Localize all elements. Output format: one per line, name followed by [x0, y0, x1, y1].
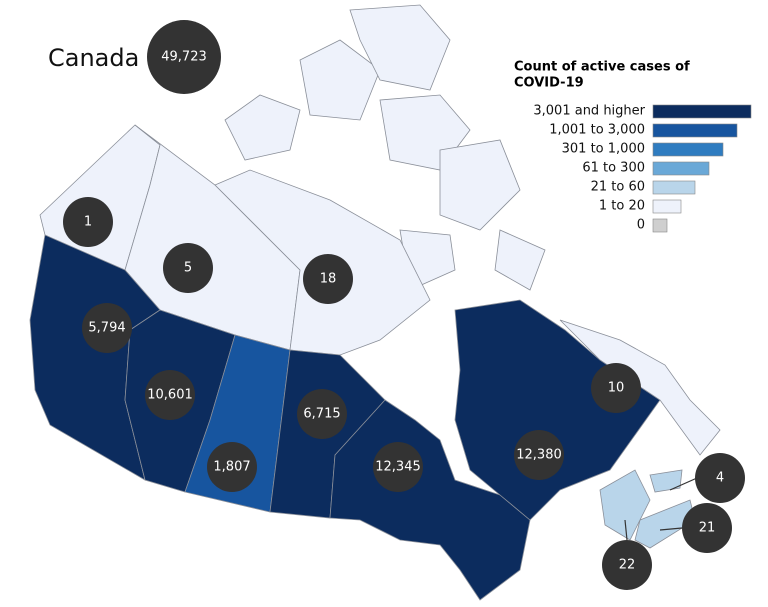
case-value: 12,345 — [375, 460, 421, 475]
case-value: 5,794 — [88, 321, 125, 336]
case-circle — [63, 197, 113, 247]
legend-label: 0 — [637, 218, 645, 233]
legend-label: 61 to 300 — [582, 161, 645, 176]
arctic-islands — [224, 4, 546, 291]
map-title: Canada — [48, 44, 139, 72]
case-circle — [514, 430, 564, 480]
total-circle — [147, 20, 221, 94]
legend-title: COVID-19 — [514, 76, 584, 91]
case-value: 10 — [608, 381, 625, 396]
legend-swatch — [652, 161, 710, 176]
case-value: 12,380 — [516, 448, 562, 463]
legend-swatch — [652, 142, 724, 157]
province — [634, 499, 696, 549]
legend-label: 3,001 and higher — [533, 104, 645, 119]
legend-title: Count of active cases of — [514, 60, 690, 75]
case-value: 10,601 — [147, 388, 193, 403]
province — [454, 299, 661, 521]
case-circle — [207, 442, 257, 492]
province — [649, 469, 683, 493]
case-value: 18 — [320, 272, 337, 287]
case-circle — [145, 370, 195, 420]
legend-swatch — [652, 180, 696, 195]
legend-swatch — [652, 123, 738, 138]
case-value: 21 — [699, 521, 716, 536]
leader-line — [659, 527, 683, 531]
case-circle — [373, 442, 423, 492]
case-circle — [591, 363, 641, 413]
case-value: 5 — [184, 261, 192, 276]
total-value: 49,723 — [161, 50, 207, 65]
case-value: 6,715 — [303, 407, 340, 422]
case-circle — [163, 243, 213, 293]
case-circle — [695, 453, 745, 503]
case-value: 1 — [84, 215, 92, 230]
legend-label: 301 to 1,000 — [562, 142, 645, 157]
case-value: 22 — [619, 558, 636, 573]
case-circle — [297, 389, 347, 439]
legend-label: 1 to 20 — [599, 199, 645, 214]
legend-label: 21 to 60 — [591, 180, 645, 195]
legend-swatch — [652, 104, 752, 119]
case-circle — [82, 303, 132, 353]
leader-line — [669, 477, 698, 491]
case-circle — [682, 503, 732, 553]
province — [599, 469, 651, 541]
leader-line — [624, 519, 628, 541]
case-circle — [602, 540, 652, 590]
legend-swatch — [652, 218, 668, 233]
legend-swatch — [652, 199, 682, 214]
legend-label: 1,001 to 3,000 — [549, 123, 645, 138]
case-circle — [303, 254, 353, 304]
case-value: 1,807 — [213, 460, 250, 475]
case-value: 4 — [716, 471, 724, 486]
